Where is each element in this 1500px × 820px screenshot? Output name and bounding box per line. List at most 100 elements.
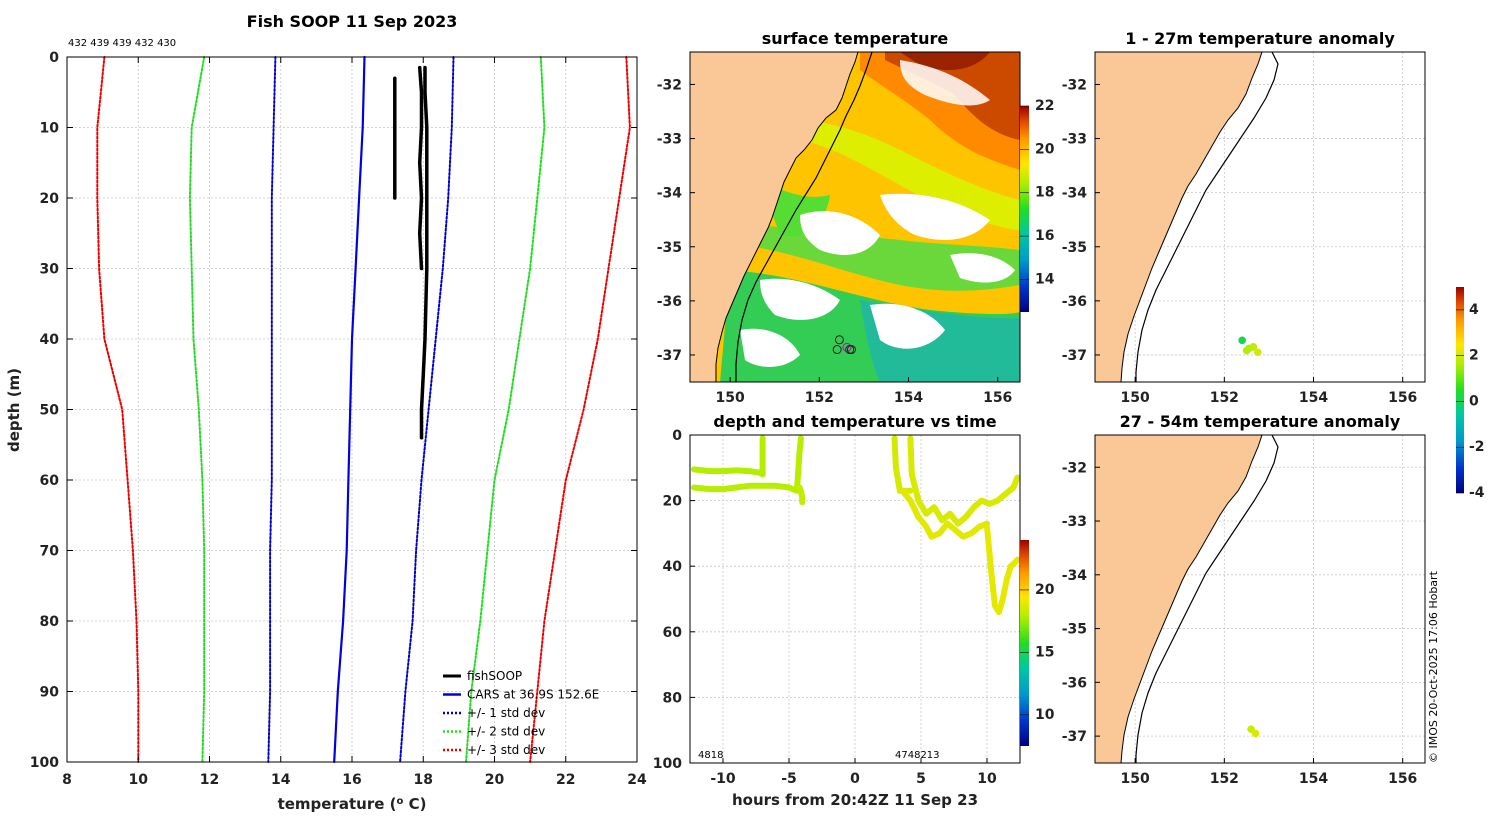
map-xtick: 152 bbox=[1210, 771, 1239, 787]
map-xtick: 150 bbox=[1121, 390, 1150, 406]
anom-deep-frame bbox=[1094, 434, 1426, 764]
profile-xlabel: temperature (o C) bbox=[278, 795, 427, 813]
time-count-right: 4748213 bbox=[895, 750, 940, 761]
profile-ytick: 80 bbox=[40, 614, 60, 630]
time-cb-tick: 20 bbox=[1035, 582, 1055, 598]
anom-shallow-ticks: 150 152 154 156 -32 -33 -34 -35 -36 -37 bbox=[1062, 77, 1418, 406]
time-ytick: 60 bbox=[663, 625, 683, 641]
map-ytick: -36 bbox=[657, 294, 682, 310]
anom-deep-map bbox=[1095, 435, 1425, 763]
map-ytick: -34 bbox=[657, 186, 683, 202]
profile-ytick: 0 bbox=[49, 50, 59, 66]
anom-cb-tick: -4 bbox=[1469, 485, 1485, 501]
time-count-left: 4818 bbox=[698, 750, 723, 761]
time-track bbox=[691, 435, 766, 478]
map-xtick: 154 bbox=[894, 390, 923, 406]
map-ytick: -37 bbox=[657, 348, 682, 364]
sst-station-marker bbox=[834, 335, 844, 345]
time-track bbox=[984, 523, 1021, 616]
anom-cb-tick: 2 bbox=[1469, 348, 1479, 364]
anom-deep-ticks: 150 152 154 156 -32 -33 -34 -35 -36 -37 bbox=[1062, 460, 1418, 787]
time-colorbar-ticks: 10 15 20 bbox=[1020, 582, 1055, 723]
map-ytick: -33 bbox=[1062, 132, 1087, 148]
profile-line--1-std-dev bbox=[267, 56, 277, 763]
time-cb-tick: 10 bbox=[1035, 707, 1055, 723]
time-title: depth and temperature vs time bbox=[713, 412, 996, 431]
profile-legend: fishSOOP CARS at 36.9S 152.6E +/- 1 std de… bbox=[443, 669, 599, 757]
anom-shallow-frame bbox=[1094, 51, 1426, 383]
profile-xtick: 20 bbox=[485, 772, 505, 788]
time-track bbox=[899, 487, 990, 540]
time-ytick: 80 bbox=[663, 690, 683, 706]
profile-line--3-std-dev bbox=[529, 56, 631, 763]
map-xtick: 152 bbox=[805, 390, 834, 406]
sst-ticks: 150 152 154 156 -32 -33 -34 -35 -36 -37 bbox=[657, 77, 1013, 406]
anomaly-point bbox=[1242, 346, 1251, 355]
legend-label-std1: +/- 1 std dev bbox=[467, 706, 545, 720]
map-xtick: 156 bbox=[1388, 390, 1417, 406]
profile-ytick: 100 bbox=[30, 755, 59, 771]
sst-cb-tick: 20 bbox=[1035, 141, 1055, 157]
sst-colorbar-ticks: 14 16 18 20 22 bbox=[1020, 98, 1055, 287]
profile-line--2-std-dev bbox=[465, 56, 546, 763]
map-xtick: 156 bbox=[983, 390, 1012, 406]
anom-cb-tick: -2 bbox=[1469, 439, 1485, 455]
profile-xtick: 14 bbox=[271, 772, 291, 788]
profile-ytick: 30 bbox=[40, 262, 60, 278]
time-xtick: -10 bbox=[710, 771, 736, 787]
profile-xtick: 22 bbox=[556, 772, 575, 788]
map-xtick: 156 bbox=[1388, 771, 1417, 787]
map-ytick: -35 bbox=[1062, 622, 1087, 638]
sst-cb-tick: 18 bbox=[1035, 185, 1054, 201]
anom-shallow-map bbox=[1095, 52, 1425, 382]
profile-grid bbox=[67, 57, 637, 762]
sst-station-marker bbox=[842, 342, 852, 352]
sst-map bbox=[690, 52, 1020, 382]
anom-shallow-title: 1 - 27m temperature anomaly bbox=[1125, 29, 1395, 48]
main-title: Fish SOOP 11 Sep 2023 bbox=[247, 12, 458, 31]
map-ytick: -37 bbox=[1062, 729, 1087, 745]
time-cb-tick: 15 bbox=[1035, 644, 1054, 660]
profile-counts: 432 439 439 432 430 bbox=[68, 38, 176, 49]
profile-xtick: 24 bbox=[627, 772, 647, 788]
anom-colorbar-ticks: 4 2 0 -2 -4 bbox=[1456, 302, 1485, 501]
map-xtick: 154 bbox=[1299, 771, 1328, 787]
map-xtick: 150 bbox=[716, 390, 745, 406]
map-ytick: -32 bbox=[1062, 460, 1087, 476]
time-track bbox=[691, 435, 804, 494]
map-ytick: -33 bbox=[1062, 514, 1087, 530]
anomaly-point bbox=[1251, 729, 1260, 738]
time-xtick: 5 bbox=[916, 771, 926, 787]
map-ytick: -36 bbox=[1062, 675, 1087, 691]
map-ytick: -37 bbox=[1062, 348, 1087, 364]
time-xlabel: hours from 20:42Z 11 Sep 23 bbox=[732, 791, 978, 809]
profile-line-fishsoop-b bbox=[419, 65, 429, 440]
anomaly-point bbox=[1238, 336, 1246, 345]
sst-stations bbox=[832, 335, 856, 355]
sst-station-marker bbox=[845, 345, 855, 355]
anom-cb-tick: 4 bbox=[1469, 302, 1479, 318]
profile-line-cars-at-36-9s-152-6e bbox=[333, 55, 366, 764]
profile-ytick: 10 bbox=[40, 121, 60, 137]
profile-ticks: 8 10 12 14 16 18 20 22 24 0 10 20 30 40 50 60 70 80 90 100 bbox=[30, 50, 647, 788]
legend-label-soop: fishSOOP bbox=[467, 669, 522, 683]
sst-title: surface temperature bbox=[762, 29, 949, 48]
map-xtick: 154 bbox=[1299, 390, 1328, 406]
profile-ytick: 70 bbox=[40, 544, 60, 560]
anom-colorbar bbox=[1456, 287, 1464, 493]
profile-xtick: 10 bbox=[129, 772, 149, 788]
sst-cb-tick: 16 bbox=[1035, 228, 1054, 244]
profile-ytick: 50 bbox=[40, 403, 60, 419]
sst-cb-tick: 22 bbox=[1035, 98, 1054, 114]
map-xtick: 152 bbox=[1210, 390, 1239, 406]
legend-label-cars: CARS at 36.9S 152.6E bbox=[467, 688, 599, 702]
time-ytick: 20 bbox=[663, 494, 683, 510]
sst-cb-tick: 14 bbox=[1035, 271, 1055, 287]
time-track bbox=[796, 484, 806, 506]
profile-ytick: 60 bbox=[40, 473, 60, 489]
map-ytick: -35 bbox=[657, 240, 682, 256]
sst-colorbar bbox=[1020, 106, 1029, 312]
map-ytick: -32 bbox=[657, 77, 682, 93]
